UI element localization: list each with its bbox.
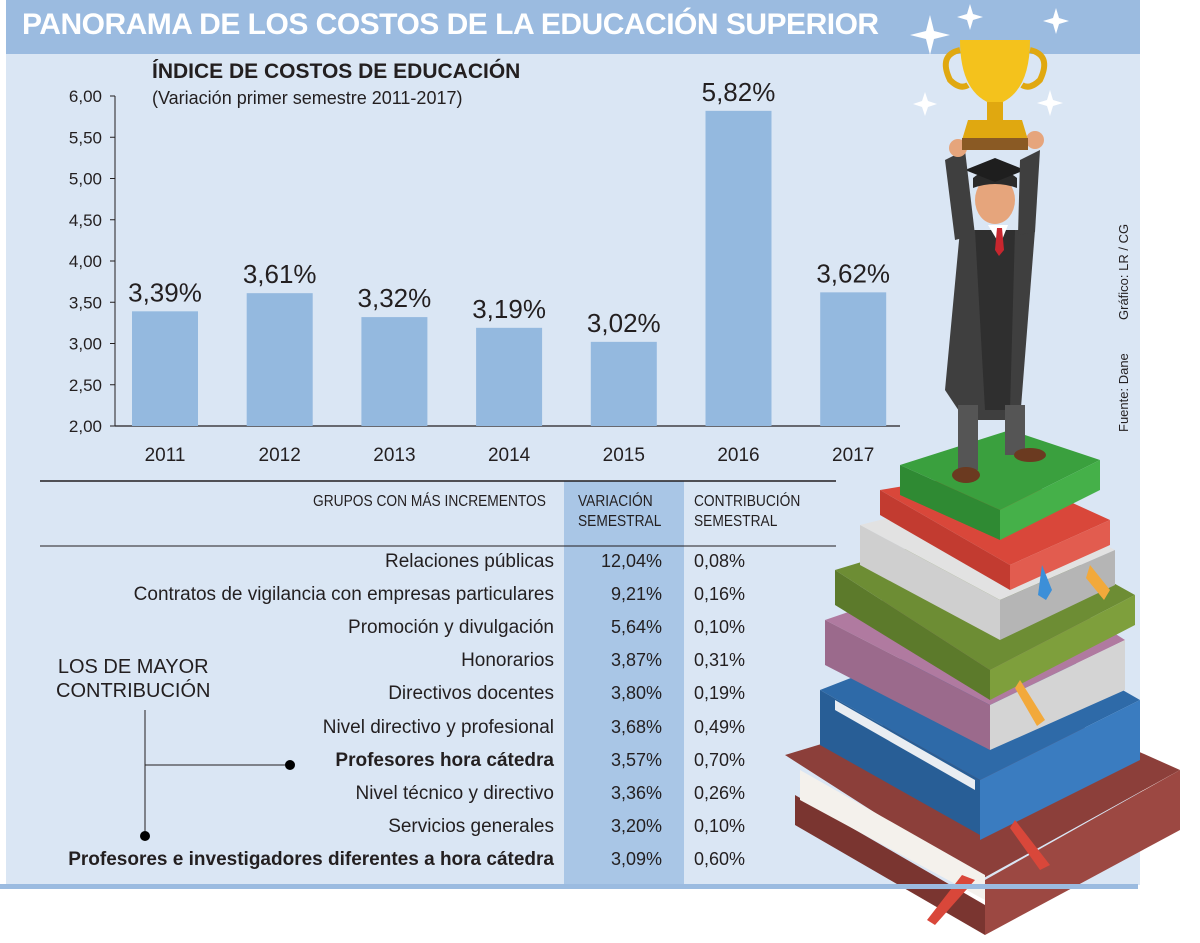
bar-2015	[590, 341, 657, 426]
value-label-2013: 3,32%	[358, 283, 432, 313]
row-group-label: Promoción y divulgación	[348, 617, 554, 639]
header-contribution-2: SEMESTRAL	[694, 513, 778, 530]
callout-dot-hora-catedra	[285, 760, 295, 770]
header-variation-2: SEMESTRAL	[578, 513, 662, 530]
bar-2017	[820, 292, 887, 426]
callout-label: LOS DE MAYOR CONTRIBUCIÓN	[56, 655, 210, 703]
bar-2011	[132, 311, 198, 426]
row-variation-value: 3,80%	[610, 683, 662, 704]
value-label-2012: 3,61%	[243, 259, 317, 289]
row-contribution-value: 0,10%	[694, 815, 746, 836]
x-tick-label-2014: 2014	[488, 445, 531, 466]
header-variation-1: VARIACIÓN	[578, 493, 653, 510]
page-title: PANORAMA DE LOS COSTOS DE LA EDUCACIÓN S…	[22, 8, 879, 41]
y-tick-label: 4,50	[69, 211, 102, 230]
chart-title: ÍNDICE DE COSTOS DE EDUCACIÓN	[152, 60, 521, 83]
y-tick-label: 5,50	[69, 128, 102, 147]
value-label-2011: 3,39%	[128, 277, 202, 307]
row-contribution-value: 0,60%	[694, 848, 746, 869]
bar-2013	[361, 317, 428, 426]
row-variation-value: 5,64%	[610, 617, 662, 638]
header-group: GRUPOS CON MÁS INCREMENTOS	[313, 493, 546, 510]
row-variation-value: 3,20%	[610, 815, 662, 836]
row-variation-value: 9,21%	[610, 584, 662, 605]
row-group-label: Directivos docentes	[388, 683, 554, 705]
row-group-label: Nivel técnico y directivo	[355, 782, 554, 804]
row-group-label: Relaciones públicas	[385, 551, 554, 572]
y-tick-label: 4,00	[69, 252, 102, 271]
header-contribution-1: CONTRIBUCIÓN	[694, 493, 801, 510]
x-tick-label-2016: 2016	[717, 445, 759, 466]
row-variation-value: 3,68%	[610, 716, 662, 737]
x-tick-label-2017: 2017	[832, 445, 874, 466]
row-group-label: Contratos de vigilancia con empresas par…	[133, 584, 554, 606]
x-tick-label-2012: 2012	[259, 445, 301, 466]
value-label-2015: 3,02%	[587, 308, 661, 338]
x-tick-label-2015: 2015	[603, 445, 645, 466]
row-contribution-value: 0,31%	[694, 650, 746, 671]
y-tick-label: 3,50	[69, 293, 102, 312]
row-contribution-value: 0,08%	[694, 551, 746, 571]
callout-dot-investigadores	[140, 831, 150, 841]
callout-line-1: LOS DE MAYOR	[57, 656, 209, 678]
x-tick-label-2013: 2013	[373, 445, 415, 466]
graduate-trophy-books-illustration	[785, 4, 1180, 935]
row-contribution-value: 0,49%	[694, 716, 746, 737]
value-label-2017: 3,62%	[816, 258, 890, 288]
x-tick-label-2011: 2011	[145, 445, 186, 466]
bar-2016	[705, 110, 772, 426]
row-group-label: Profesores e investigadores diferentes a…	[68, 848, 554, 870]
bar-2012	[246, 293, 313, 426]
row-variation-value: 3,57%	[610, 749, 662, 770]
row-group-label: Servicios generales	[388, 815, 554, 837]
header-bar: PANORAMA DE LOS COSTOS DE LA EDUCACIÓN S…	[6, 0, 1140, 54]
chart-subtitle: (Variación primer semestre 2011-2017)	[152, 88, 463, 108]
row-contribution-value: 0,10%	[694, 617, 746, 638]
y-tick-label: 2,50	[69, 376, 102, 395]
row-group-label: Profesores hora cátedra	[335, 749, 554, 771]
bar-2014	[476, 327, 543, 426]
y-tick-label: 6,00	[69, 87, 102, 106]
row-variation-value: 3,09%	[610, 848, 662, 869]
row-contribution-value: 0,70%	[694, 749, 746, 770]
value-label-2014: 3,19%	[472, 294, 546, 324]
row-contribution-value: 0,16%	[694, 584, 746, 605]
row-variation-value: 3,87%	[610, 650, 662, 671]
row-contribution-value: 0,26%	[694, 782, 746, 803]
row-group-label: Honorarios	[461, 650, 554, 672]
variation-column-highlight	[564, 481, 684, 885]
value-label-2016: 5,82%	[702, 77, 776, 107]
bottom-rule	[0, 884, 1138, 889]
row-contribution-value: 0,19%	[694, 683, 746, 704]
y-tick-label: 2,00	[69, 417, 102, 436]
y-tick-label: 3,00	[69, 335, 102, 354]
row-variation-value: 3,36%	[610, 782, 662, 803]
callout-line-2: CONTRIBUCIÓN	[56, 680, 211, 702]
y-tick-label: 5,00	[69, 170, 102, 189]
row-group-label: Nivel directivo y profesional	[322, 716, 554, 738]
row-variation-value: 12,04%	[600, 551, 662, 571]
